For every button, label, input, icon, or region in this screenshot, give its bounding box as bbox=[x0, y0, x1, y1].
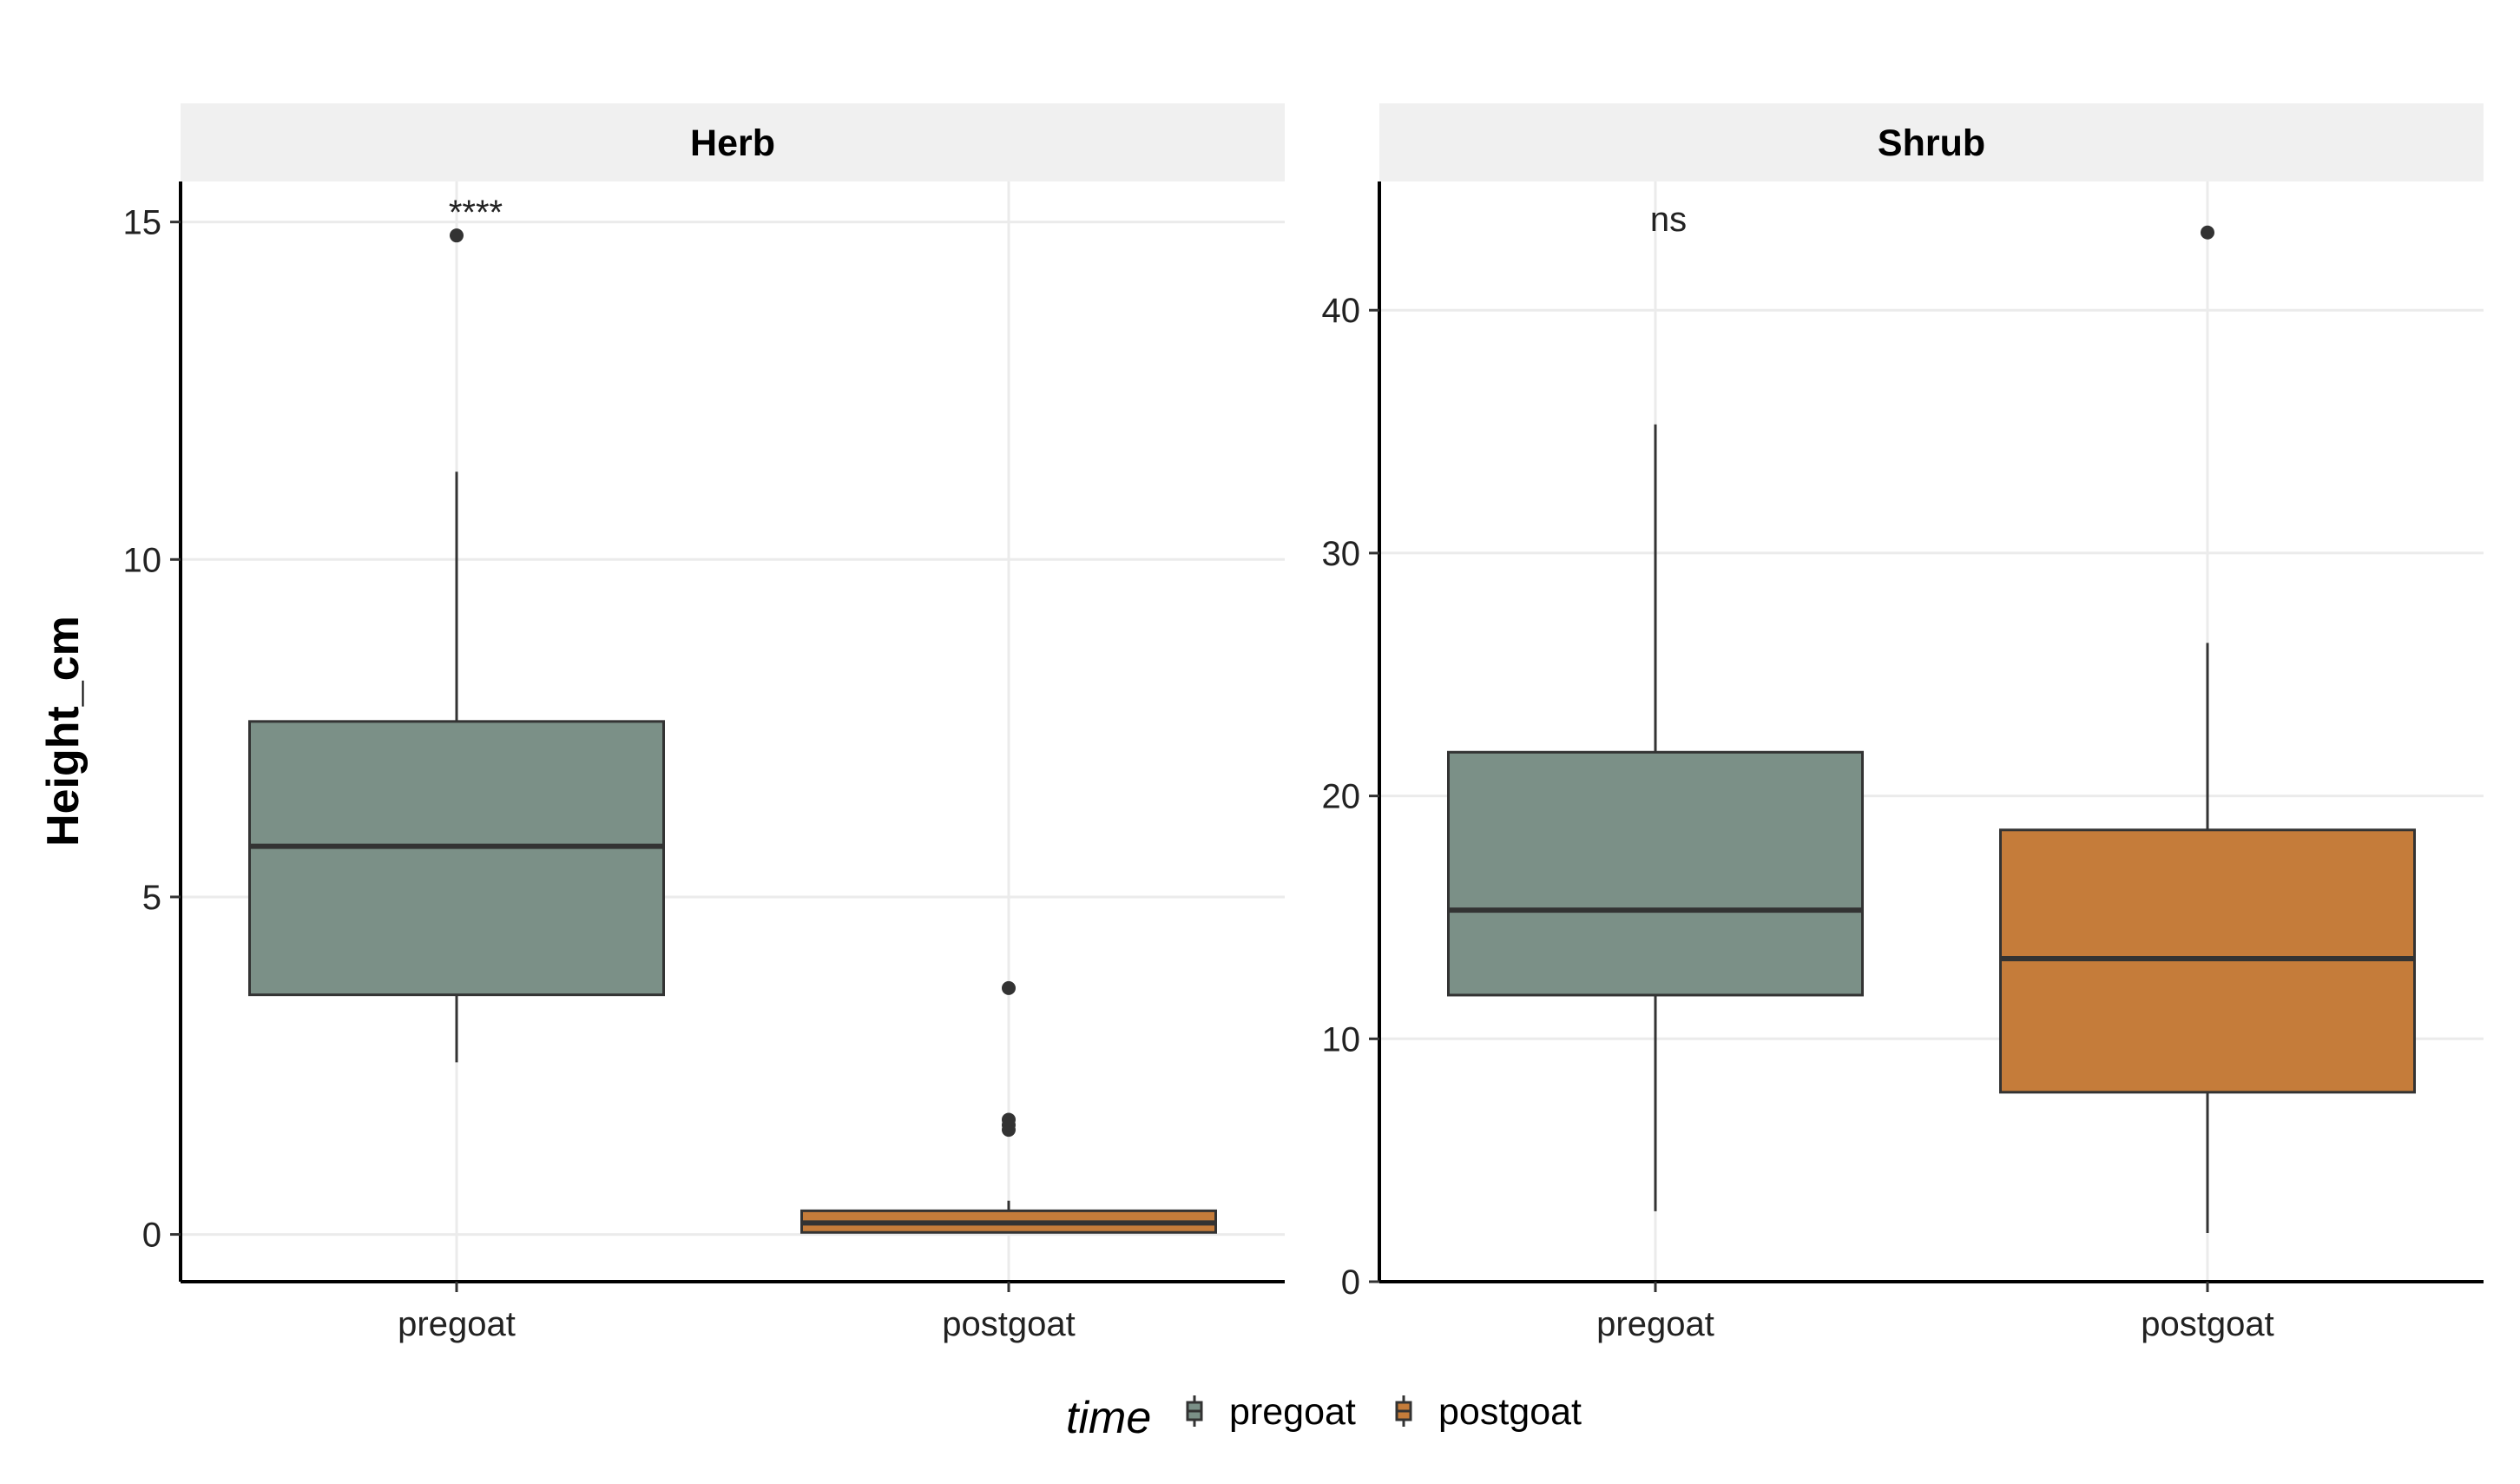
y-tick-label-shrub: 40 bbox=[1322, 292, 1361, 330]
outlier-point-shrub-postgoat bbox=[2201, 225, 2214, 240]
y-axis-title: Height_cm bbox=[38, 616, 89, 847]
strip-shrub bbox=[1379, 103, 2484, 181]
box-herb-postgoat bbox=[800, 980, 1217, 1234]
legend-title: time bbox=[1066, 1393, 1151, 1443]
y-tick-label-herb: 10 bbox=[123, 541, 162, 579]
legend-key-pregoat bbox=[1186, 1395, 1203, 1427]
y-tick-label-herb: 15 bbox=[123, 204, 162, 242]
x-ticks-herb: pregoat postgoat bbox=[398, 1282, 1076, 1343]
x-tick-label-shrub: postgoat bbox=[2141, 1305, 2273, 1343]
strip-label-herb: Herb bbox=[690, 122, 775, 164]
y-tick-label-shrub: 10 bbox=[1322, 1020, 1361, 1059]
y-tick-label-herb: 0 bbox=[142, 1217, 161, 1255]
panel-herb: Herb 0 5 10 15 pregoat postgoat **** bbox=[123, 103, 1285, 1343]
x-ticks-shrub: pregoat postgoat bbox=[1596, 1282, 2274, 1343]
boxes-shrub bbox=[1447, 225, 2416, 1234]
x-tick-label-herb: pregoat bbox=[398, 1305, 516, 1343]
x-tick-label-shrub: pregoat bbox=[1596, 1305, 1714, 1343]
box-body-shrub-pregoat bbox=[1447, 750, 1864, 997]
strip-label-shrub: Shrub bbox=[1878, 122, 1985, 164]
y-tick-label-herb: 5 bbox=[142, 879, 161, 917]
y-tick-label-shrub: 30 bbox=[1322, 535, 1361, 573]
significance-label-herb: **** bbox=[449, 194, 503, 232]
legend-key-postgoat bbox=[1395, 1395, 1412, 1427]
y-tick-label-shrub: 20 bbox=[1322, 778, 1361, 816]
legend-label-postgoat: postgoat bbox=[1438, 1391, 1582, 1433]
significance-label-shrub: ns bbox=[1650, 201, 1687, 239]
boxes-herb bbox=[248, 228, 1217, 1234]
strip-herb bbox=[181, 103, 1285, 181]
outlier-point-herb-postgoat bbox=[1002, 980, 1016, 995]
box-shrub-postgoat bbox=[1999, 225, 2416, 1234]
box-herb-pregoat bbox=[248, 228, 665, 1063]
box-body-herb-pregoat bbox=[248, 720, 665, 997]
y-ticks-herb: 0 5 10 15 bbox=[123, 204, 181, 1255]
y-tick-label-shrub: 0 bbox=[1341, 1263, 1360, 1302]
panel-shrub: Shrub 0 10 20 30 40 pregoat postgoat ns bbox=[1322, 103, 2484, 1343]
box-shrub-pregoat bbox=[1447, 424, 1864, 1211]
legend: time pregoat postgoat bbox=[1066, 1391, 1582, 1443]
x-tick-label-herb: postgoat bbox=[942, 1305, 1075, 1343]
y-ticks-shrub: 0 10 20 30 40 bbox=[1322, 292, 1379, 1302]
outlier-point-herb-postgoat bbox=[1002, 1112, 1016, 1127]
outlier-point-herb-pregoat bbox=[450, 228, 464, 243]
legend-label-pregoat: pregoat bbox=[1229, 1391, 1356, 1433]
